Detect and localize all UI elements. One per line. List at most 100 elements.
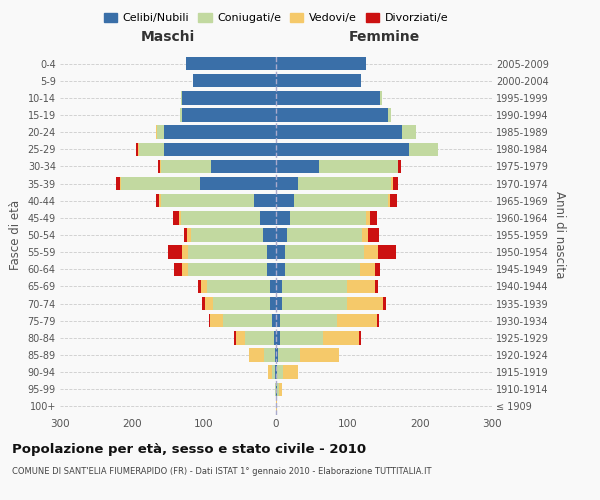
Bar	[274, 331, 276, 344]
Bar	[319, 160, 398, 173]
Bar	[290, 211, 366, 224]
Bar	[160, 194, 161, 207]
Bar	[276, 366, 277, 379]
Bar	[254, 194, 276, 207]
Bar	[276, 142, 409, 156]
Bar	[276, 382, 277, 396]
Bar	[158, 160, 160, 173]
Bar	[234, 331, 236, 344]
Bar	[209, 314, 211, 328]
Bar	[278, 348, 300, 362]
Bar	[378, 246, 396, 259]
Bar	[276, 331, 280, 344]
Bar	[205, 297, 212, 310]
Bar	[188, 262, 268, 276]
Bar	[120, 177, 121, 190]
Bar	[276, 74, 361, 88]
Bar	[276, 91, 380, 104]
Bar	[182, 246, 188, 259]
Bar	[270, 297, 276, 310]
Bar	[347, 280, 376, 293]
Bar	[347, 297, 383, 310]
Bar	[323, 331, 359, 344]
Bar	[211, 314, 223, 328]
Text: Femmine: Femmine	[349, 30, 419, 44]
Bar	[272, 314, 276, 328]
Bar	[161, 194, 254, 207]
Bar	[380, 91, 382, 104]
Bar	[173, 211, 179, 224]
Bar	[276, 400, 277, 413]
Bar	[276, 262, 284, 276]
Bar	[276, 177, 298, 190]
Bar	[191, 228, 263, 241]
Bar	[359, 331, 361, 344]
Bar	[284, 262, 360, 276]
Bar	[276, 280, 282, 293]
Bar	[360, 262, 374, 276]
Legend: Celibi/Nubili, Coniugati/e, Vedovi/e, Divorziati/e: Celibi/Nubili, Coniugati/e, Vedovi/e, Di…	[100, 8, 452, 28]
Bar	[282, 280, 347, 293]
Bar	[277, 382, 279, 396]
Bar	[398, 160, 401, 173]
Bar	[164, 142, 276, 156]
Bar	[366, 211, 370, 224]
Y-axis label: Fasce di età: Fasce di età	[9, 200, 22, 270]
Bar	[182, 91, 276, 104]
Bar	[374, 262, 380, 276]
Bar	[283, 366, 298, 379]
Bar	[197, 280, 201, 293]
Bar	[268, 246, 276, 259]
Bar	[390, 194, 397, 207]
Bar	[202, 297, 205, 310]
Text: Maschi: Maschi	[141, 30, 195, 44]
Bar	[280, 314, 337, 328]
Bar	[275, 366, 276, 379]
Bar	[160, 160, 161, 173]
Bar	[276, 314, 280, 328]
Bar	[300, 348, 340, 362]
Bar	[272, 366, 275, 379]
Bar	[236, 331, 245, 344]
Bar	[362, 228, 368, 241]
Bar	[182, 108, 276, 122]
Bar	[187, 228, 191, 241]
Bar	[245, 331, 274, 344]
Bar	[182, 262, 188, 276]
Bar	[139, 142, 164, 156]
Bar	[116, 177, 120, 190]
Text: Popolazione per età, sesso e stato civile - 2010: Popolazione per età, sesso e stato civil…	[12, 442, 366, 456]
Bar	[370, 211, 377, 224]
Bar	[276, 348, 278, 362]
Bar	[284, 246, 364, 259]
Bar	[276, 194, 294, 207]
Bar	[287, 228, 362, 241]
Bar	[161, 160, 211, 173]
Bar	[181, 211, 260, 224]
Bar	[276, 57, 366, 70]
Bar	[383, 297, 386, 310]
Bar	[276, 160, 319, 173]
Bar	[156, 126, 157, 139]
Bar	[212, 297, 270, 310]
Bar	[409, 142, 438, 156]
Bar	[179, 211, 181, 224]
Bar	[276, 211, 290, 224]
Bar	[184, 228, 187, 241]
Bar	[276, 108, 388, 122]
Bar	[376, 280, 377, 293]
Bar	[223, 314, 272, 328]
Bar	[276, 297, 282, 310]
Bar	[164, 126, 276, 139]
Bar	[180, 108, 182, 122]
Bar	[250, 348, 264, 362]
Bar	[156, 194, 160, 207]
Bar	[276, 126, 402, 139]
Bar	[275, 348, 276, 362]
Bar	[276, 228, 287, 241]
Bar	[364, 246, 378, 259]
Bar	[263, 228, 276, 241]
Bar	[402, 126, 416, 139]
Bar	[279, 382, 283, 396]
Bar	[138, 142, 139, 156]
